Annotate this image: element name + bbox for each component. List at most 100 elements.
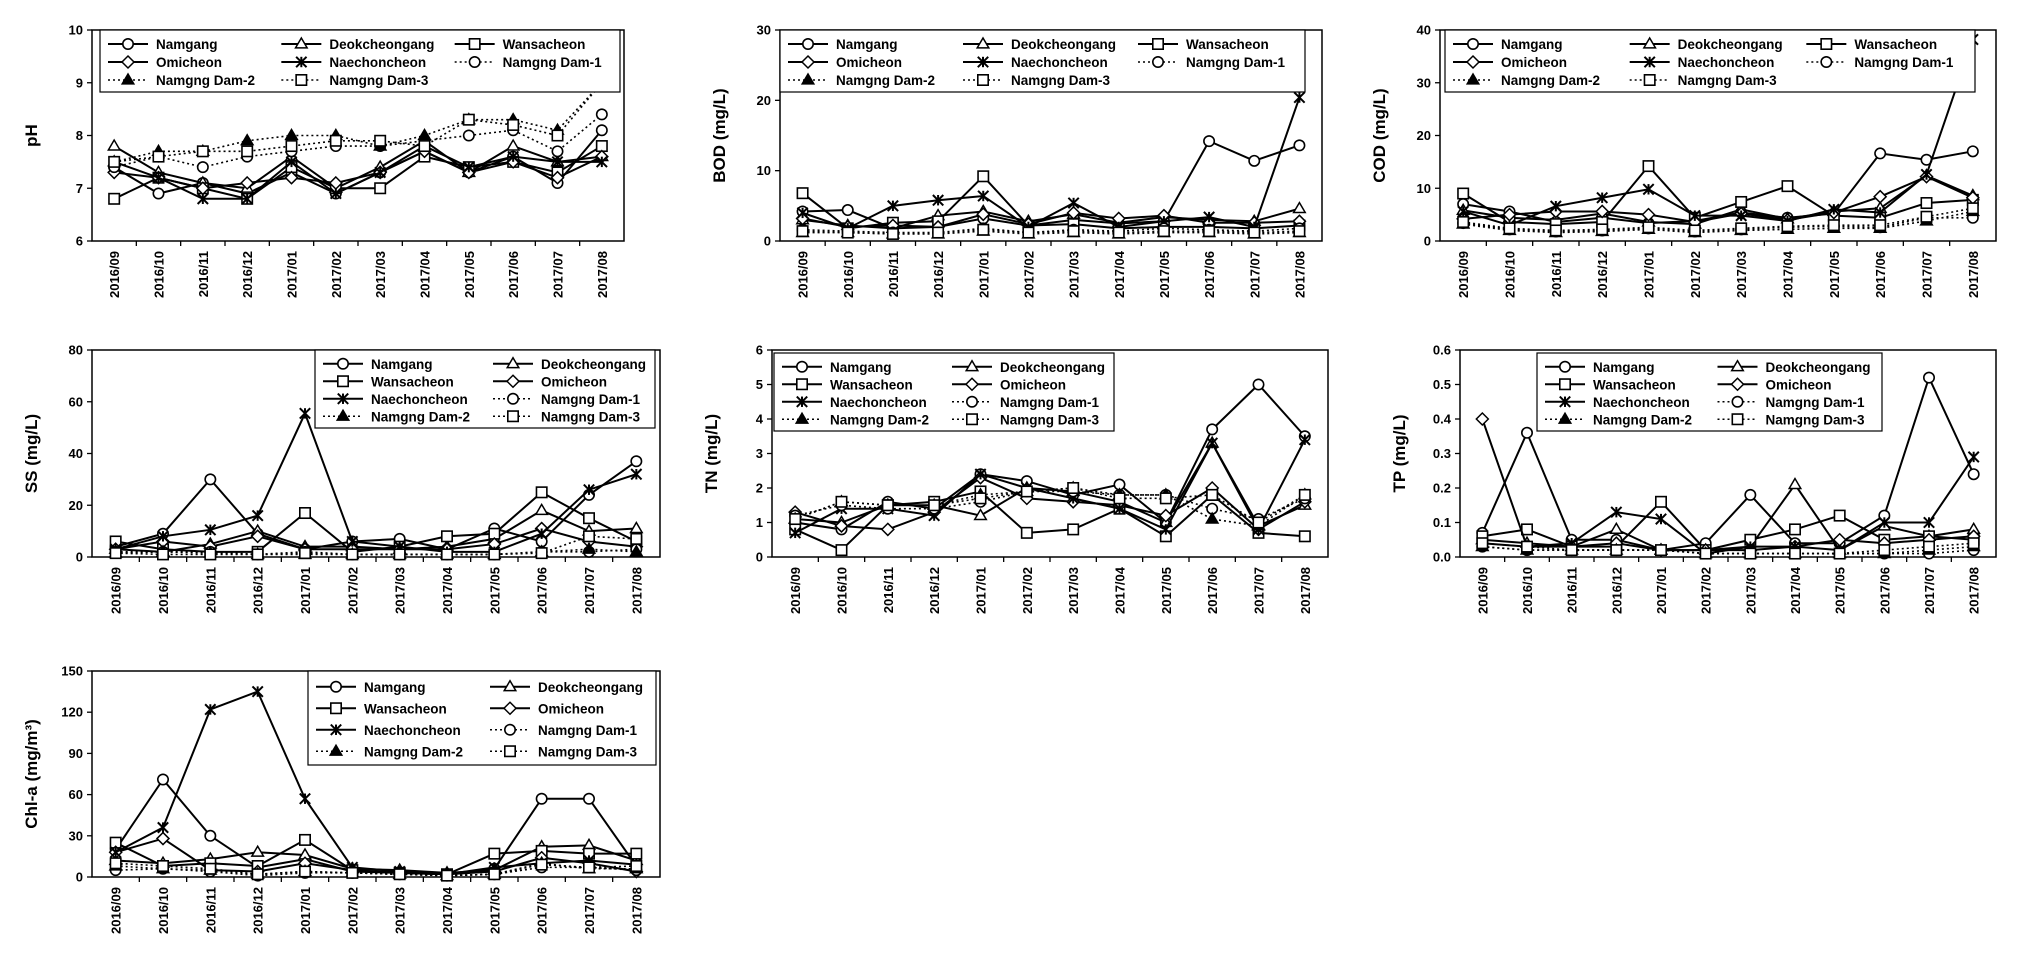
y-tick-label: 0 (764, 234, 771, 249)
data-point (1066, 205, 1081, 220)
data-point (1642, 183, 1655, 196)
data-point (374, 182, 387, 195)
legend-label: Namgng Dam-3 (538, 744, 638, 759)
data-point (1203, 211, 1215, 223)
x-tick-label: 2017/07 (1922, 567, 1937, 614)
data-point (973, 508, 988, 521)
data-point (1067, 197, 1080, 209)
legend-box (773, 352, 1115, 432)
y-tick-label: 90 (69, 746, 83, 761)
data-point (582, 512, 595, 525)
data-point (796, 225, 809, 238)
x-tick-label: 2016/10 (841, 251, 856, 298)
data-point (440, 530, 453, 543)
data-point (196, 145, 209, 158)
legend-box (1536, 352, 1883, 432)
series-line (795, 441, 1306, 528)
legend-marker (1643, 56, 1656, 68)
legend-label: Namgng Dam-1 (503, 55, 603, 70)
legend-marker (505, 374, 521, 389)
legend-label: Namgang (371, 357, 433, 372)
series-line (1463, 175, 1974, 224)
y-axis-title: SS (mg/L) (22, 414, 41, 493)
legend-marker (965, 395, 978, 408)
legend-label: Wansacheon (830, 377, 913, 392)
series-deokcheongang (1475, 477, 1981, 555)
series-line (115, 862, 637, 877)
series-line (802, 230, 1300, 235)
series-naechoncheon (789, 433, 1311, 539)
legend-label: Wansacheon (371, 374, 454, 389)
legend-label: Namgng Dam-2 (1501, 73, 1600, 88)
series-line (1463, 207, 1973, 232)
legend-marker (1731, 413, 1744, 426)
data-point (152, 150, 165, 163)
legend-marker (1820, 37, 1833, 50)
data-point (1159, 492, 1172, 505)
data-point (629, 521, 644, 534)
data-point (977, 190, 990, 202)
data-point (155, 831, 171, 846)
data-point (157, 860, 170, 873)
data-point (841, 204, 854, 217)
data-point (1688, 224, 1701, 237)
legend-label: Namgng Dam-3 (1000, 412, 1100, 427)
data-point (1457, 187, 1470, 200)
x-tick-label: 2017/08 (595, 251, 610, 298)
x-tick-label: 2017/03 (1734, 251, 1749, 298)
legend-marker (1467, 37, 1480, 50)
series-line (115, 690, 637, 876)
legend-label: Namgang (836, 37, 898, 52)
legend-label: Deokcheongang (1678, 37, 1783, 52)
data-point (1248, 154, 1261, 167)
data-point (488, 847, 501, 860)
data-point (506, 138, 521, 151)
data-point (535, 527, 548, 540)
data-point (834, 518, 849, 534)
data-point (1878, 544, 1891, 557)
x-tick-label: 2016/10 (835, 567, 850, 614)
data-point (1655, 495, 1668, 508)
data-point (1020, 526, 1033, 539)
y-tick-label: 3 (756, 446, 763, 461)
data-point (1067, 523, 1080, 536)
legend-marker (794, 411, 810, 424)
legend-label: Omicheon (1501, 55, 1567, 70)
data-point (1293, 91, 1306, 104)
data-point (535, 792, 548, 805)
legend-box (99, 29, 621, 93)
data-point (284, 170, 299, 185)
series-line (1462, 164, 1973, 226)
legend-marker (975, 36, 991, 49)
x-tick-label: 2017/08 (1298, 567, 1313, 614)
legend-label: Namgang (830, 360, 892, 375)
legend-label: Wansacheon (503, 37, 586, 52)
data-point (550, 170, 565, 185)
legend-label: Deokcheongang (329, 37, 434, 52)
data-point (507, 150, 520, 163)
data-point (1457, 216, 1470, 229)
x-tick-label: 2017/04 (1112, 250, 1127, 298)
x-tick-label: 2016/09 (109, 567, 124, 614)
data-point (299, 407, 311, 420)
x-tick-label: 2017/05 (487, 567, 502, 614)
y-tick-label: 0.0 (1433, 550, 1451, 565)
data-point (880, 522, 895, 537)
data-point (1206, 488, 1219, 501)
x-tick-label: 2017/01 (285, 251, 300, 298)
legend-label: Namgng Dam-2 (830, 412, 929, 427)
data-point (630, 847, 643, 860)
x-tick-label: 2017/07 (1920, 251, 1935, 298)
data-point (1067, 481, 1080, 494)
data-point (204, 703, 217, 716)
legend-marker (976, 74, 989, 87)
series-line (802, 211, 1300, 228)
x-tick-label: 2016/12 (251, 567, 266, 614)
data-point (1022, 226, 1035, 239)
x-tick-label: 2016/09 (109, 887, 124, 934)
data-point (251, 685, 264, 698)
series-deokcheongang (1456, 168, 1980, 229)
data-point (595, 108, 608, 121)
legend-marker (503, 723, 516, 736)
